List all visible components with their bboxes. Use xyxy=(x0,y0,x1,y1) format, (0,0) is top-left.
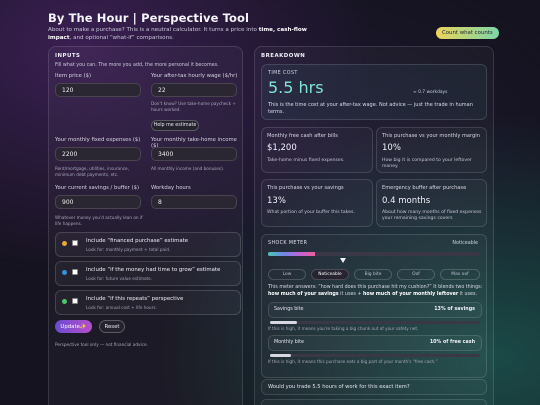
level-low: Low xyxy=(268,269,306,280)
reset-button[interactable]: Reset xyxy=(99,320,125,333)
margin-desc: How big it is compared to your leftover … xyxy=(382,158,472,170)
wage-input[interactable]: 22 xyxy=(151,83,237,97)
repeats-title: Include “if this repeats” perspective xyxy=(86,296,184,302)
grow-title: Include “if the money had time to grow” … xyxy=(86,267,221,273)
price-input[interactable]: 120 xyxy=(55,83,141,97)
monthly-bite-note: If this is high, it means this purchase … xyxy=(268,359,438,364)
savings-help: Whatever money you'd actually lean on if… xyxy=(55,215,143,226)
emergency-buffer-label: Emergency buffer after purchase xyxy=(382,185,467,191)
savings-bite-fill xyxy=(270,321,298,324)
savings-input[interactable]: 900 xyxy=(55,195,141,209)
repeats-dot-icon xyxy=(62,299,67,304)
savings-bite-label: Savings bite xyxy=(274,307,304,312)
fixed-expenses-label: Your monthly fixed expenses ($) xyxy=(55,137,141,143)
wage-help: Don't know? Use take-home paycheck ÷ hou… xyxy=(151,101,236,112)
savings-pct-label: This purchase vs your savings xyxy=(267,185,344,191)
savings-bite-box: Savings bite 13% of savings xyxy=(268,302,482,318)
workday-label: Workday hours xyxy=(151,185,191,191)
fixed-expenses-help: Rent/mortgage, utilities, insurance, min… xyxy=(55,166,129,177)
margin-card: This purchase vs your monthly margin 10%… xyxy=(376,127,487,173)
margin-value: 10% xyxy=(382,143,401,153)
price-label: Item price ($) xyxy=(55,73,92,79)
savings-bite-track xyxy=(270,321,480,324)
inputs-intro: Fill what you can. The more you add, the… xyxy=(55,63,219,68)
free-cash-label: Monthly free cash after bills xyxy=(267,133,338,139)
income-input[interactable]: 3400 xyxy=(151,147,237,161)
grow-sub: Look for: future value estimate. xyxy=(86,276,153,281)
shock-meter-bar xyxy=(268,252,480,256)
financed-title: Include “financed purchase” estimate xyxy=(86,238,189,244)
savings-pct-value: 13% xyxy=(267,196,286,206)
financed-checkbox[interactable] xyxy=(72,240,78,246)
shock-meter-fill xyxy=(268,252,315,256)
breakdown-title: BREAKDOWN xyxy=(261,53,306,59)
financed-dot-icon xyxy=(62,241,67,246)
savings-bite-note: If this is high, it means you're taking … xyxy=(268,326,419,331)
fixed-expenses-input[interactable]: 2200 xyxy=(55,147,141,161)
page-title: By The Hour | Perspective Tool xyxy=(48,11,250,25)
time-cost-desc: This is the time cost at your after-tax … xyxy=(268,102,473,115)
shock-meter-desc: This meter answers: “how hard does this … xyxy=(268,285,483,297)
option-grow[interactable]: Include “if the money had time to grow” … xyxy=(55,261,241,286)
savings-label: Your current savings / buffer ($) xyxy=(55,185,140,191)
savings-pct-card: This purchase vs your savings 13% What p… xyxy=(261,179,373,227)
emergency-buffer-desc: About how many months of fixed expenses … xyxy=(382,210,482,222)
level-oof: Oof xyxy=(397,269,435,280)
disclaimer: Perspective tool only — not financial ad… xyxy=(55,342,148,347)
level-noticeable: Noticeable xyxy=(311,269,349,280)
time-cost-value: 5.5 hrs xyxy=(268,78,324,97)
wage-label: Your after-tax hourly wage ($/hr) xyxy=(151,73,238,79)
monthly-bite-fill xyxy=(270,354,291,357)
option-financed[interactable]: Include “financed purchase” estimate Loo… xyxy=(55,232,241,257)
breakdown-panel: BREAKDOWN TIME COST 5.5 hrs ≈ 0.7 workda… xyxy=(254,46,494,405)
monthly-bite-label: Monthly bite xyxy=(274,340,304,345)
trade-question-card: Would you trade 5.5 hours of work for th… xyxy=(261,379,487,395)
grow-dot-icon xyxy=(62,270,67,275)
time-cost-card: TIME COST 5.5 hrs ≈ 0.7 workdays This is… xyxy=(261,64,487,120)
income-label: Your monthly take-home income ($) xyxy=(151,137,237,149)
shock-meter-marker-icon xyxy=(339,258,346,263)
inputs-title: INPUTS xyxy=(55,53,81,59)
monthly-bite-value: 10% of free cash xyxy=(429,340,475,345)
shock-meter-card: SHOCK METER Noticeable Low Noticeable Bi… xyxy=(261,234,487,378)
income-help: All monthly income (and bonuses). xyxy=(151,166,225,171)
shock-meter-title: SHOCK METER xyxy=(268,241,308,246)
grow-checkbox[interactable] xyxy=(72,269,78,275)
monthly-bite-track xyxy=(270,354,480,357)
emergency-buffer-value: 0.4 months xyxy=(382,196,431,206)
level-max-oof: Max oof xyxy=(440,269,480,280)
inputs-panel: INPUTS Fill what you can. The more you a… xyxy=(48,46,243,405)
page-subtitle: About to make a purchase? This is a neut… xyxy=(48,27,307,42)
update-button[interactable]: Update✨ xyxy=(55,320,92,333)
financed-sub: Look for: monthly payment + total paid. xyxy=(86,247,171,252)
free-cash-card: Monthly free cash after bills $1,200 Tak… xyxy=(261,127,373,173)
free-cash-desc: Take-home minus fixed expenses. xyxy=(267,158,345,163)
option-repeats[interactable]: Include “if this repeats” perspective Lo… xyxy=(55,290,241,315)
shock-meter-status: Noticeable xyxy=(452,241,478,246)
margin-label: This purchase vs your monthly margin xyxy=(382,133,480,139)
repeats-checkbox[interactable] xyxy=(72,298,78,304)
time-cost-label: TIME COST xyxy=(268,71,298,76)
count-what-counts-button[interactable]: Count what counts xyxy=(436,27,499,39)
next-card xyxy=(261,399,487,405)
level-big-bite: Big bite xyxy=(354,269,392,280)
free-cash-value: $1,200 xyxy=(267,143,297,153)
savings-pct-desc: What portion of your buffer this takes. xyxy=(267,210,355,215)
help-estimate-button[interactable]: Help me estimate xyxy=(151,120,199,131)
workday-input[interactable]: 8 xyxy=(151,195,237,209)
savings-bite-value: 13% of savings xyxy=(434,307,475,312)
trade-question: Would you trade 5.5 hours of work for th… xyxy=(268,384,410,390)
monthly-bite-box: Monthly bite 10% of free cash xyxy=(268,335,482,351)
workdays-value: ≈ 0.7 workdays xyxy=(413,90,448,95)
repeats-sub: Look for: annual cost + life hours. xyxy=(86,305,157,310)
emergency-buffer-card: Emergency buffer after purchase 0.4 mont… xyxy=(376,179,487,227)
